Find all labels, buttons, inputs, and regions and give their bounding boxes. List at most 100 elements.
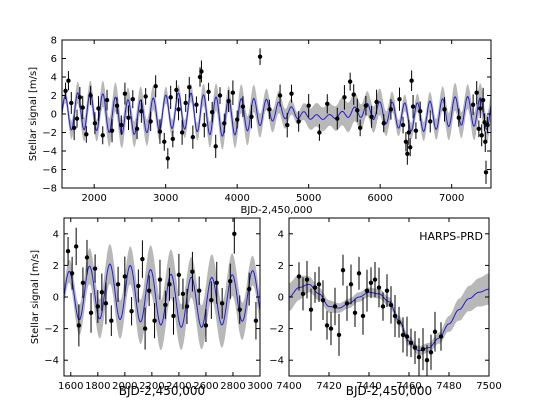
data-point	[470, 94, 476, 116]
data-point	[196, 276, 202, 305]
data-point	[167, 267, 172, 301]
data-point	[408, 138, 413, 157]
data-marker	[418, 109, 423, 114]
data-marker	[76, 323, 82, 328]
data-point	[152, 303, 157, 339]
data-point	[69, 256, 75, 290]
data-marker	[335, 116, 340, 121]
data-point	[306, 94, 311, 118]
data-marker	[139, 109, 144, 114]
data-point	[184, 288, 190, 325]
data-point	[66, 71, 71, 91]
data-marker	[228, 279, 233, 284]
data-point	[143, 88, 148, 105]
data-point	[77, 87, 83, 108]
y-tick-label: −2	[44, 324, 59, 335]
data-point	[153, 75, 158, 98]
x-tick-label: 2000	[112, 381, 137, 392]
data-point	[479, 124, 484, 147]
data-marker	[209, 109, 215, 115]
data-point	[71, 115, 77, 141]
data-point	[405, 142, 410, 165]
data-marker	[202, 122, 207, 128]
data-point	[92, 254, 98, 283]
data-marker	[99, 290, 105, 295]
data-point	[122, 256, 128, 297]
data-point	[249, 105, 254, 129]
data-point	[232, 218, 237, 254]
x-tick-label: 3000	[153, 193, 178, 204]
data-point	[174, 80, 179, 100]
data-marker	[344, 301, 350, 306]
data-marker	[77, 95, 83, 100]
x-axis-label: BJD-2,450,000	[119, 384, 205, 398]
data-point	[388, 99, 394, 120]
data-marker	[69, 271, 75, 276]
data-marker	[320, 297, 326, 303]
data-marker	[312, 285, 318, 290]
data-point	[103, 282, 109, 325]
data-marker	[142, 326, 148, 331]
y-axis-label: Stellar signal [m/s]	[30, 250, 41, 344]
data-point	[369, 105, 374, 128]
data-point	[230, 80, 236, 106]
data-point	[416, 338, 422, 376]
data-marker	[409, 78, 414, 83]
x-tick-label: 2800	[220, 381, 245, 392]
data-point	[209, 281, 214, 319]
y-tick-label: 8	[51, 36, 57, 47]
data-point	[63, 82, 68, 100]
data-marker	[479, 133, 484, 138]
data-marker	[412, 345, 418, 350]
data-marker	[328, 326, 334, 331]
x-tick-label: 2200	[139, 381, 164, 392]
y-axis-label: Stellar signal [m/s]	[28, 67, 39, 161]
data-point	[348, 264, 354, 305]
data-marker	[234, 117, 240, 122]
data-point	[332, 287, 338, 326]
data-point	[96, 96, 101, 121]
data-marker	[209, 297, 214, 303]
data-marker	[96, 106, 101, 111]
data-marker	[122, 91, 128, 96]
data-marker	[372, 277, 378, 282]
data-point	[176, 98, 181, 121]
data-point	[163, 290, 168, 320]
data-point	[267, 99, 272, 120]
data-marker	[392, 313, 398, 319]
data-point	[180, 278, 186, 310]
data-point	[203, 308, 209, 342]
data-point	[351, 84, 356, 105]
data-point	[115, 266, 121, 302]
data-point	[119, 115, 124, 135]
plot-area	[289, 254, 489, 376]
data-point	[140, 240, 145, 278]
y-tick-label: 0	[51, 110, 57, 121]
data-marker	[152, 318, 157, 323]
data-marker	[162, 139, 167, 144]
data-marker	[470, 102, 476, 107]
data-marker	[126, 115, 131, 120]
data-marker	[304, 277, 310, 282]
bottom-left-panel: 1600 1800 2000 2200 2400 2600 2800 3000 −4 −2 0 2 4 B…	[30, 217, 273, 398]
data-point	[296, 262, 302, 291]
data-point	[190, 125, 196, 149]
y-tick-label: −2	[269, 324, 284, 335]
data-marker	[296, 274, 302, 279]
data-point	[134, 118, 140, 140]
data-marker	[483, 170, 489, 175]
data-point	[483, 160, 489, 184]
data-marker	[232, 231, 237, 236]
data-marker	[456, 115, 462, 120]
data-marker	[170, 136, 176, 142]
data-point	[240, 96, 246, 117]
data-marker	[171, 313, 176, 319]
data-marker	[88, 310, 94, 315]
data-point	[312, 272, 318, 303]
data-point	[176, 253, 182, 296]
data-marker	[249, 114, 254, 119]
data-point	[325, 94, 330, 114]
data-marker	[352, 310, 358, 315]
data-marker	[92, 266, 98, 271]
data-marker	[226, 98, 231, 104]
